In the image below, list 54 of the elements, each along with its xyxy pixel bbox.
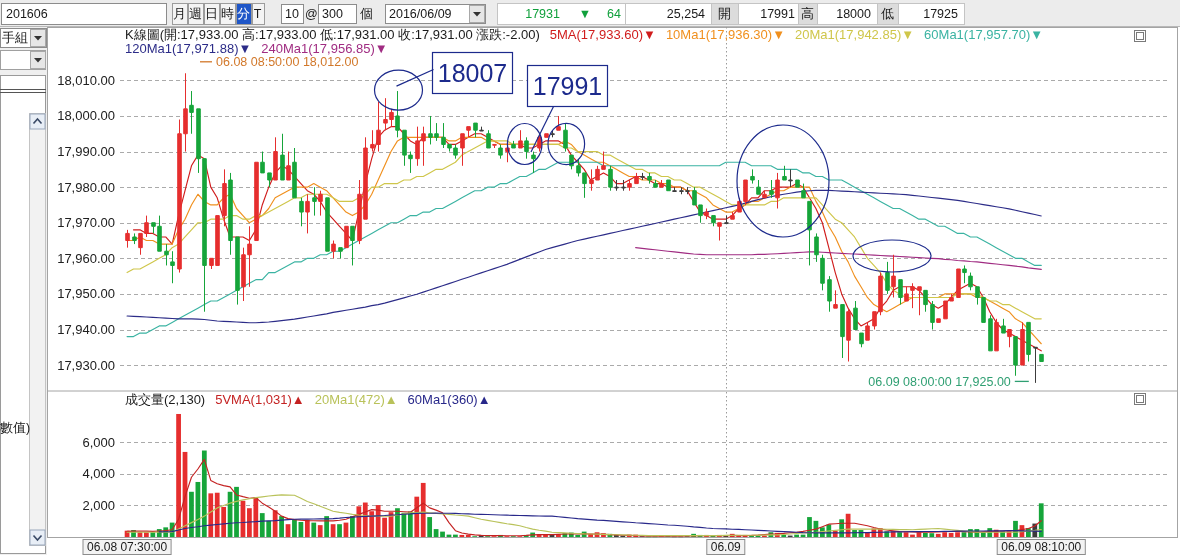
text: 10Ma1(17,936.30)▼ <box>665 27 786 42</box>
y-tick-label: 18,000.00 <box>57 108 115 124</box>
text: T <box>253 7 262 21</box>
x-tick-label: 06.08 07:30:00 <box>87 540 168 554</box>
text: 個 <box>360 7 373 21</box>
text: 月 <box>173 7 186 21</box>
y-tick-label: 18,010.00 <box>57 72 115 88</box>
text: 5MA(17,933.60)▼ <box>549 27 656 42</box>
y-tick-label: 17,950.00 <box>57 286 115 302</box>
text: 17925 <box>923 7 959 21</box>
text: 60Ma1(17,957.70)▼ <box>924 27 1044 42</box>
text: 20Ma1(17,942.85)▼ <box>795 27 915 42</box>
text: 時 <box>221 7 234 21</box>
text: 20Ma1(472)▲ <box>314 392 398 407</box>
y-tick-label: 4,000 <box>82 466 115 482</box>
text: 2016/06/09 <box>389 7 452 21</box>
text: 數值) <box>0 421 31 435</box>
text: 手組 <box>2 31 28 45</box>
y-tick-label: 2,000 <box>82 497 115 513</box>
y-tick-label: 17,990.00 <box>57 144 115 160</box>
text: 5VMA(1,031)▲ <box>215 392 305 407</box>
text: 17991 <box>760 7 796 21</box>
text: 10 <box>285 7 299 21</box>
text: 高 <box>801 6 814 21</box>
text: 120Ma1(17,971.88)▼ <box>125 41 252 56</box>
annotation: 18007 <box>437 58 508 87</box>
text: ▼ <box>578 7 592 21</box>
text: 18000 <box>836 7 872 21</box>
annotation: 17991 <box>532 71 603 100</box>
x-tick-label: 06.09 <box>710 540 742 554</box>
text: 25,254 <box>666 7 706 21</box>
y-tick-label: 17,980.00 <box>57 179 115 195</box>
text: 300 <box>322 7 343 21</box>
text: 17931 <box>525 7 561 21</box>
text: 日 <box>205 7 218 21</box>
y-tick-label: 6,000 <box>82 434 115 450</box>
text: 60Ma1(360)▲ <box>407 392 491 407</box>
x-tick-label: 06.09 08:10:00 <box>1001 540 1082 554</box>
chart-title: K線圖(開:17,933.00 高:17,933.00 低:17,931.00 收:17,931.00 漲跌:-2.00) <box>125 27 540 42</box>
text: 低 <box>881 7 894 21</box>
text: 64 <box>607 7 622 21</box>
text: 週 <box>189 7 202 21</box>
y-tick-label: 17,940.00 <box>57 322 115 337</box>
text: 開 <box>718 7 731 21</box>
text: 201606 <box>6 7 48 21</box>
y-tick-label: 17,970.00 <box>57 215 115 231</box>
text: 240Ma1(17,956.85)▼ <box>261 41 388 56</box>
text: 分 <box>237 7 250 21</box>
y-tick-label: 17,930.00 <box>57 357 115 373</box>
annotation: 06.08 08:50:00 18,012.00 <box>216 55 359 70</box>
chart-title: 成交量(2,130) <box>125 392 206 407</box>
text: @ <box>305 7 318 21</box>
y-tick-label: 17,960.00 <box>57 250 115 266</box>
annotation: 06.09 08:00:00 17,925.00 <box>868 374 1011 389</box>
